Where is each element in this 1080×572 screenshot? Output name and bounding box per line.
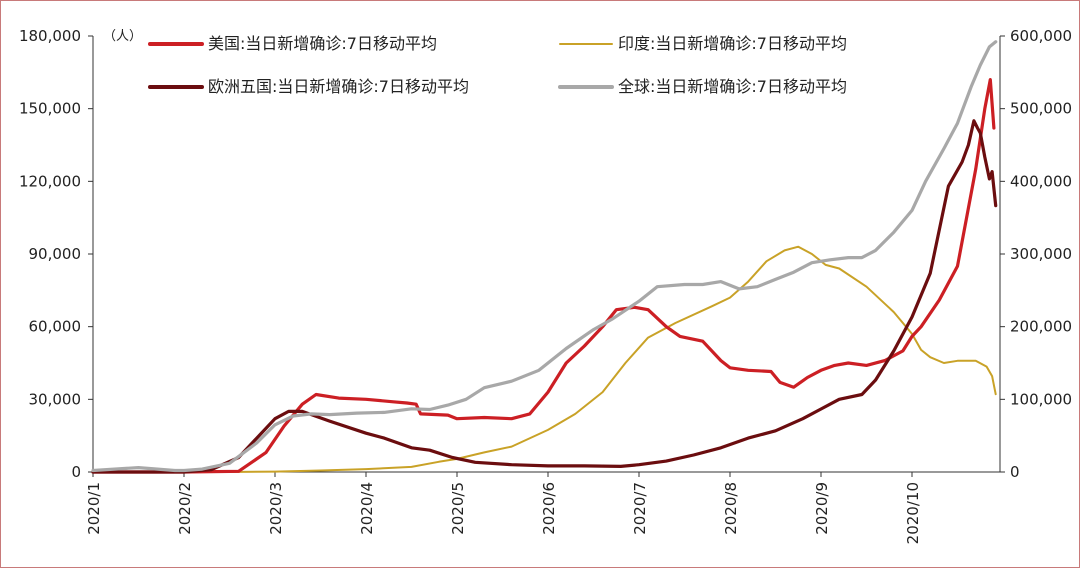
left-tick-label: 30,000 xyxy=(29,390,82,408)
legend: 美国:当日新增确诊:7日移动平均 印度:当日新增确诊:7日移动平均欧洲五国:当日新… xyxy=(148,34,847,96)
left-tick-label: 90,000 xyxy=(29,245,82,263)
left-tick-label: 120,000 xyxy=(19,172,81,190)
right-tick-label: 0 xyxy=(1010,463,1020,481)
axes: 0 30,000 60,000 90,000 120,000 150,000 180,000… xyxy=(19,27,1072,544)
legend-label-0: 美国:当日新增确诊:7日移动平均 xyxy=(208,34,437,53)
left-tick-label: 150,000 xyxy=(19,100,81,118)
x-tick-label: 2020/6 xyxy=(540,482,558,535)
x-tick-label: 2020/1 xyxy=(85,482,103,535)
left-tick-label: 0 xyxy=(71,463,81,481)
series-lines xyxy=(91,40,998,474)
series-line-0 xyxy=(91,78,996,474)
unit-label: （人） xyxy=(103,29,142,44)
left-tick-label: 60,000 xyxy=(29,318,82,336)
x-tick-label: 2020/10 xyxy=(904,482,922,544)
legend-label-1: 印度:当日新增确诊:7日移动平均 xyxy=(618,34,847,53)
x-tick-label: 2020/5 xyxy=(449,482,467,535)
series-line-3 xyxy=(91,40,998,473)
x-tick-label: 2020/7 xyxy=(631,482,649,535)
x-tick-label: 2020/8 xyxy=(722,482,740,535)
right-tick-label: 200,000 xyxy=(1010,318,1072,336)
x-tick-label: 2020/3 xyxy=(267,482,285,535)
x-tick-label: 2020/4 xyxy=(358,482,376,535)
right-tick-label: 600,000 xyxy=(1010,27,1072,45)
right-tick-label: 100,000 xyxy=(1010,390,1072,408)
x-tick-label: 2020/2 xyxy=(176,482,194,535)
right-tick-label: 300,000 xyxy=(1010,245,1072,263)
series-line-2 xyxy=(91,119,998,474)
right-tick-label: 400,000 xyxy=(1010,172,1072,190)
series-line-1 xyxy=(92,245,997,473)
right-tick-label: 500,000 xyxy=(1010,100,1072,118)
left-tick-label: 180,000 xyxy=(19,27,81,45)
legend-label-2: 欧洲五国:当日新增确诊:7日移动平均 xyxy=(208,77,469,96)
legend-label-3: 全球:当日新增确诊:7日移动平均 xyxy=(618,77,847,96)
x-tick-label: 2020/9 xyxy=(813,482,831,535)
